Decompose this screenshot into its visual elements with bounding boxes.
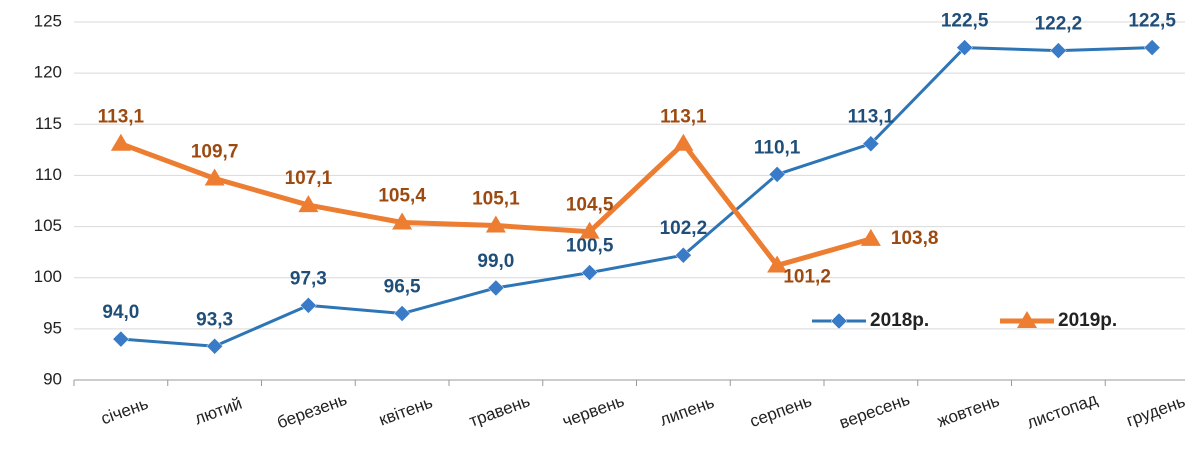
x-tick-label: березень <box>275 390 350 433</box>
point <box>204 168 225 186</box>
data-label: 109,7 <box>191 142 239 163</box>
data-label: 99,0 <box>477 251 514 272</box>
point <box>768 166 786 183</box>
series: 94,0 93,3 97,3 96,5 99,0 100,5 102,2 110,1 113,1… <box>102 11 1176 355</box>
point <box>579 221 600 239</box>
point <box>673 133 694 151</box>
y-tick-label: 100 <box>34 267 62 286</box>
data-label: 102,2 <box>660 218 708 239</box>
line <box>120 46 1153 348</box>
point <box>487 279 505 297</box>
point <box>1017 311 1037 328</box>
data-label: 107,1 <box>285 168 333 189</box>
point <box>393 305 411 322</box>
series: 113,1 109,7 107,1 105,4 105,1 104,5 113,1 101,2… <box>98 107 939 288</box>
point <box>300 296 317 314</box>
point <box>1050 42 1067 59</box>
y-tick-label: 110 <box>35 165 62 184</box>
x-tick-label: серпень <box>747 391 814 431</box>
x-tick-label: вересень <box>837 390 913 433</box>
data-label: 100,5 <box>566 236 614 257</box>
data-label: 110,1 <box>754 137 801 158</box>
data-label: 113,1 <box>660 107 707 128</box>
point <box>862 135 880 153</box>
y-tick-label: 125 <box>34 11 62 30</box>
y-tick-label: 115 <box>35 114 62 133</box>
legend-label: 2018р. <box>870 310 929 331</box>
data-label: 105,1 <box>472 189 520 210</box>
data-label: 97,3 <box>290 268 327 289</box>
point <box>206 337 223 355</box>
data-label: 103,8 <box>891 228 939 249</box>
point <box>860 228 881 246</box>
point <box>1143 39 1161 56</box>
x-tick-label: травень <box>467 391 533 431</box>
data-label: 113,1 <box>98 107 145 128</box>
x-tick-label: жовтень <box>935 391 1003 431</box>
point <box>298 195 319 213</box>
data-label: 94,0 <box>102 302 139 323</box>
data-label: 96,5 <box>384 277 421 298</box>
x-tick-label: квітень <box>376 393 435 430</box>
point <box>485 215 506 233</box>
legend-label: 2019р. <box>1058 310 1117 331</box>
data-label: 122,5 <box>941 11 989 32</box>
point <box>581 264 598 281</box>
data-label: 104,5 <box>566 195 614 216</box>
x-tick-label: грудень <box>1124 392 1188 431</box>
point <box>956 39 973 56</box>
point <box>110 133 131 151</box>
data-label: 122,2 <box>1035 14 1083 35</box>
x-tick-label: листопад <box>1024 390 1100 433</box>
data-label: 101,2 <box>783 266 831 287</box>
point <box>767 255 788 273</box>
y-tick-label: 120 <box>34 63 62 82</box>
x-tick-label: червень <box>560 391 627 431</box>
x-tick-label: січень <box>98 394 151 429</box>
y-tick-label: 105 <box>34 216 62 235</box>
x-tick-label: липень <box>657 392 717 429</box>
point <box>830 312 848 330</box>
point <box>112 330 130 348</box>
y-tick-label: 95 <box>43 318 62 337</box>
point <box>392 212 413 230</box>
data-label: 113,1 <box>848 107 895 128</box>
y-tick-label: 90 <box>43 369 62 388</box>
data-label: 105,4 <box>378 185 426 206</box>
x-tick-label: лютий <box>192 394 245 429</box>
point <box>675 246 692 264</box>
data-label: 93,3 <box>196 309 233 330</box>
data-label: 122,5 <box>1128 11 1176 32</box>
